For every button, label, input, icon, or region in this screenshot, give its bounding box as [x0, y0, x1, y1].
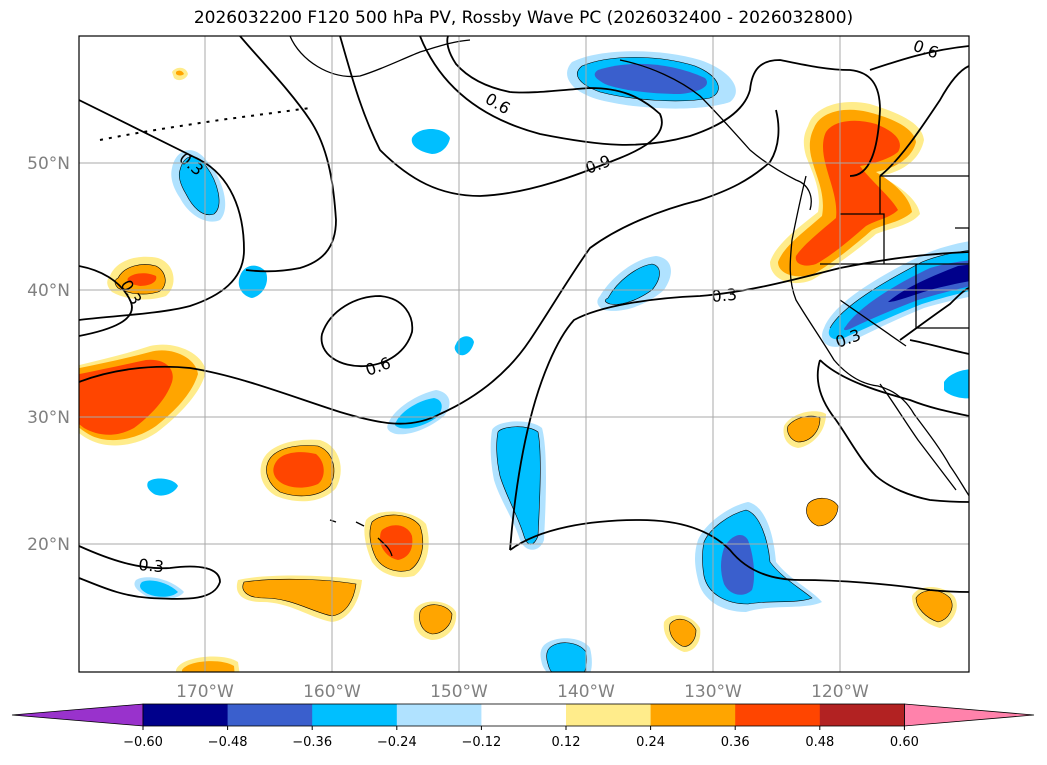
contour-0.9	[339, 36, 663, 197]
anomaly-shading	[79, 51, 969, 672]
colorbar-extend-max	[904, 703, 1035, 727]
map-title: 2026032200 F120 500 hPa PV, Rossby Wave …	[193, 8, 854, 28]
lat-label: 30°N	[27, 408, 70, 428]
colorbar-segment	[566, 704, 652, 726]
colorbar: −0.60 −0.48 −0.36 −0.24 −0.12 0.12 0.24 0.36 0.4…	[11, 703, 1035, 750]
lon-label: 130°W	[684, 682, 742, 702]
colorbar-tick-label: −0.24	[377, 735, 417, 750]
colorbar-tick-label: 0.12	[552, 735, 581, 750]
contour-0.3-main	[79, 99, 245, 321]
contour-0.6-closed	[320, 295, 414, 367]
colorbar-tick-label: 0.36	[721, 735, 750, 750]
coastlines	[99, 36, 969, 557]
na-westcoast	[789, 175, 969, 497]
pv-contours	[79, 36, 969, 600]
colorbar-segment	[312, 704, 398, 726]
colorbar-tick-label: −0.36	[292, 735, 332, 750]
contour-0.3-east	[509, 251, 969, 551]
map-frame	[78, 35, 970, 673]
colorbar-segment	[143, 704, 229, 726]
colorbar-frame	[142, 703, 905, 727]
contour-0.6-north	[419, 36, 881, 177]
colorbar-tick-label: −0.60	[123, 735, 163, 750]
colorbar-tick-label: 0.48	[805, 735, 834, 750]
lon-label: 160°W	[303, 682, 361, 702]
colorbar-tick-label: −0.12	[461, 735, 501, 750]
lon-label: 150°W	[430, 682, 488, 702]
colorbar-segment	[819, 704, 905, 726]
lat-labels: 50°N 40°N 30°N 20°N	[27, 154, 70, 555]
lat-label: 50°N	[27, 154, 70, 174]
alaska-coast	[289, 36, 471, 78]
colorbar-tick-label: −0.48	[208, 735, 248, 750]
colorbar-segment	[481, 704, 567, 726]
contour-0.3-south	[79, 109, 780, 425]
lat-label: 20°N	[27, 535, 70, 555]
lon-label: 140°W	[557, 682, 615, 702]
lon-label: 170°W	[176, 682, 234, 702]
colorbar-tick-label: 0.24	[636, 735, 665, 750]
lat-label: 40°N	[27, 281, 70, 301]
colorbar-segment	[735, 704, 821, 726]
contour-label: 0.3	[711, 285, 738, 306]
contour-label: 0.3	[138, 555, 165, 576]
graticule	[79, 36, 969, 672]
lon-labels: 170°W 160°W 150°W 140°W 130°W 120°W	[176, 682, 869, 702]
colorbar-tick-label: 0.60	[890, 735, 919, 750]
colorbar-segment	[396, 704, 482, 726]
colorbar-segment	[227, 704, 313, 726]
lon-label: 120°W	[811, 682, 869, 702]
colorbar-segment	[650, 704, 736, 726]
colorbar-extend-min	[11, 703, 144, 727]
